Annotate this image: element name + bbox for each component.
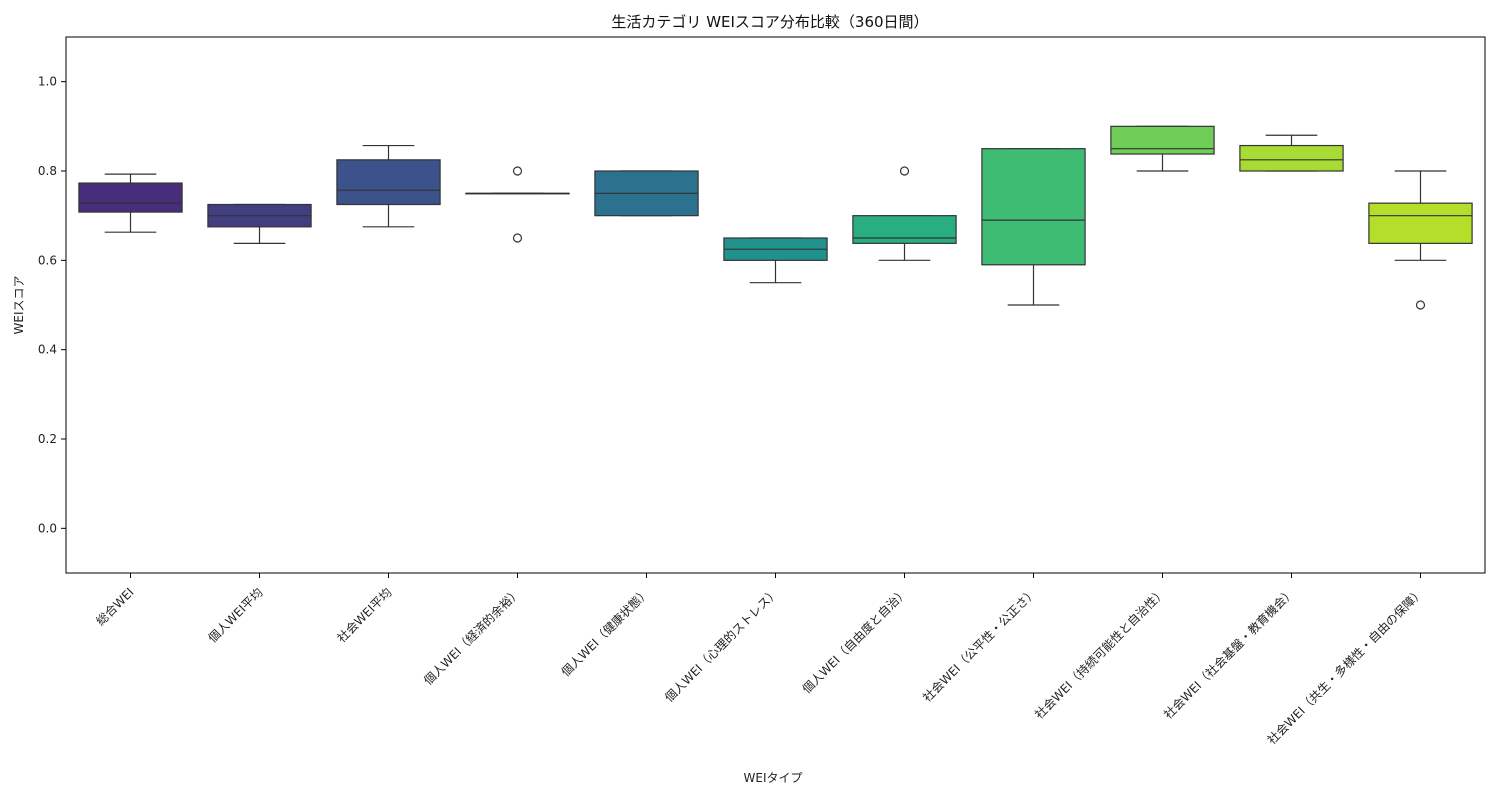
x-tick-label-8: 社会WEI（持続可能性と自治性） xyxy=(1031,585,1168,722)
x-tick-label-4: 個人WEI（健康状態） xyxy=(558,585,653,680)
y-axis: 0.0 0.2 0.4 0.6 0.8 1.0 xyxy=(38,75,66,535)
box-group-9 xyxy=(1239,134,1344,172)
y-tick-label-1: 0.2 xyxy=(38,432,57,446)
plot-frame xyxy=(65,36,1486,574)
y-tick-label-2: 0.4 xyxy=(38,343,57,357)
y-tick-label-3: 0.6 xyxy=(38,253,57,267)
box-8 xyxy=(1110,125,1215,155)
box-group-8 xyxy=(1110,125,1215,172)
box-2 xyxy=(336,159,441,206)
chart-title: 生活カテゴリ WEIスコア分布比較（360日間） xyxy=(611,13,928,31)
box-9 xyxy=(1239,144,1344,172)
outlier-3-1 xyxy=(512,233,523,243)
x-tick-label-1: 個人WEI平均 xyxy=(206,585,266,645)
x-tick-label-10: 社会WEI（共生・多様性・自由の保障） xyxy=(1264,585,1427,748)
box-group-6 xyxy=(852,166,957,261)
x-axis: 総合WEI 個人WEI平均 社会WEI平均 個人WEI（経済的余裕） 個人WEI（健康状… xyxy=(93,573,1427,747)
box-group-3 xyxy=(465,166,570,243)
outlier-6-0 xyxy=(899,166,910,176)
x-tick-label-3: 個人WEI（経済的余裕） xyxy=(420,585,523,688)
outlier-10-0 xyxy=(1415,300,1426,310)
x-tick-label-6: 個人WEI（自由度と自治） xyxy=(799,585,911,697)
box-group-4 xyxy=(594,170,699,217)
outlier-3-0 xyxy=(512,166,523,176)
box-group-1 xyxy=(207,203,312,244)
box-group-10 xyxy=(1368,170,1473,310)
box-group-2 xyxy=(336,144,441,228)
y-axis-title: WEIスコア xyxy=(12,276,26,335)
box-group-7 xyxy=(981,148,1086,306)
box-group-0 xyxy=(78,173,183,233)
box-7 xyxy=(981,148,1086,266)
plot-area xyxy=(78,125,1473,310)
y-tick-label-5: 1.0 xyxy=(38,75,57,89)
x-tick-label-0: 総合WEI xyxy=(93,585,137,629)
y-tick-label-4: 0.8 xyxy=(38,164,57,178)
box-6 xyxy=(852,215,957,244)
x-tick-label-9: 社会WEI（社会基盤・教育機会） xyxy=(1160,585,1297,722)
x-tick-label-7: 社会WEI（公平性・公正さ） xyxy=(919,585,1039,705)
x-tick-label-5: 個人WEI（心理的ストレス） xyxy=(661,585,781,705)
x-axis-title: WEIタイプ xyxy=(744,771,803,785)
y-tick-label-0: 0.0 xyxy=(38,521,57,535)
box-10 xyxy=(1368,202,1473,244)
box-0 xyxy=(78,182,183,213)
box-group-5 xyxy=(723,237,828,284)
x-tick-label-2: 社会WEI平均 xyxy=(334,585,395,646)
